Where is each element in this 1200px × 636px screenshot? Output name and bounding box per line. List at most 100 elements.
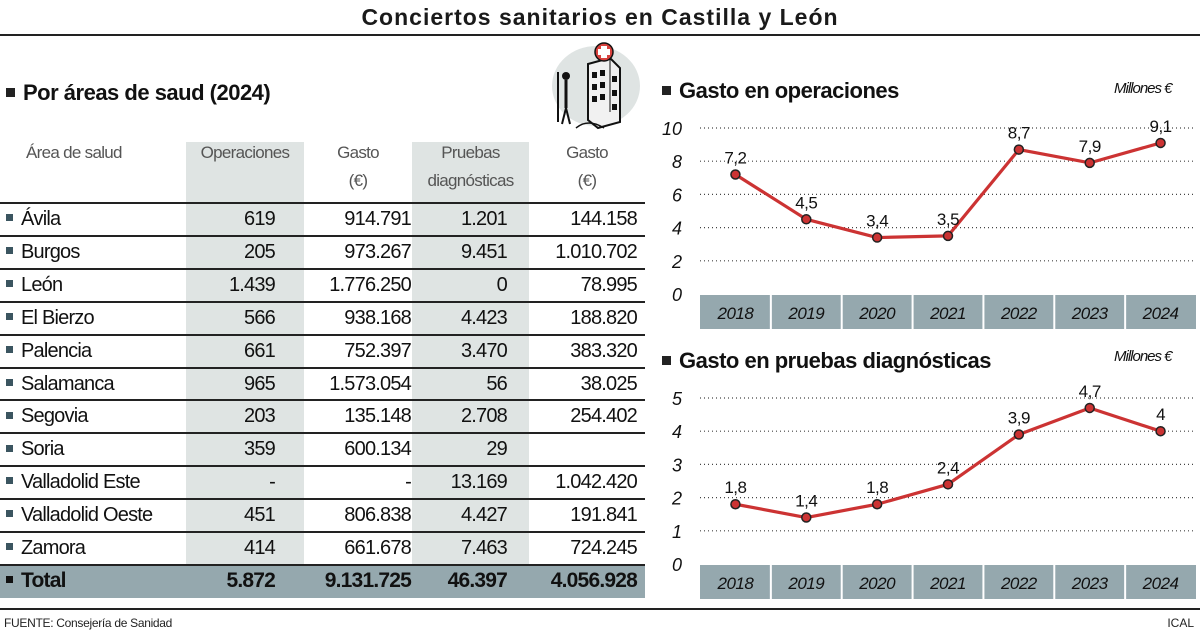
row-area-label: Burgos — [21, 240, 80, 263]
row-pruebas: 29 — [486, 438, 507, 461]
column-shade-pruebas — [412, 142, 529, 566]
header-gasto-op-line2: (€) — [348, 171, 368, 190]
row-separator — [0, 267, 645, 270]
row-operaciones: 661 — [244, 339, 276, 362]
row-pruebas: 1.201 — [460, 208, 508, 230]
row-separator — [0, 300, 645, 303]
title-rule — [0, 34, 1200, 36]
row-area-name: León — [6, 273, 63, 297]
x-tick-label: 2024 — [1142, 574, 1179, 593]
row-operaciones: 414 — [244, 537, 276, 559]
x-tick-label: 2018 — [717, 304, 755, 323]
bullet-square-icon — [6, 411, 13, 419]
table-title-text: Por áreas de saud (2024) — [23, 80, 271, 105]
data-label: 4 — [1156, 405, 1165, 424]
data-point — [1155, 137, 1166, 149]
column-shade-operaciones — [186, 142, 304, 566]
x-tick-label: 2020 — [858, 304, 896, 323]
data-label: 7,9 — [1079, 137, 1101, 156]
row-separator — [0, 333, 645, 336]
row-separator — [0, 399, 645, 402]
x-axis-band — [700, 295, 1196, 329]
row-area-name: Valladolid Este — [6, 471, 141, 494]
data-label: 7,2 — [724, 148, 746, 167]
row-gasto-op: 973.267 — [344, 240, 411, 263]
row-area-label: Palencia — [21, 339, 92, 362]
x-axis-band — [700, 565, 1196, 599]
chart-gasto-pruebas: 0 1 2 3 4 5 2018 2019 2020 2021 2022 2023 2024 1,8 1,4… — [671, 382, 1196, 599]
table-row: Valladolid Oeste 451 806.838 4.427 191.841 — [0, 500, 645, 532]
y-tick-label: 6 — [672, 185, 683, 205]
chart1-unit: Millones € — [1114, 80, 1173, 97]
data-label: 3,5 — [937, 210, 959, 229]
row-area-name: Valladolid Oeste — [6, 504, 153, 527]
total-pruebas: 46.397 — [447, 569, 508, 592]
data-label: 1,8 — [866, 478, 888, 497]
chart1-title-text: Gasto en operaciones — [679, 78, 899, 103]
table-row: El Bierzo 566 938.168 4.423 188.820 — [0, 303, 645, 335]
row-separator — [0, 366, 645, 369]
data-label: 1,4 — [795, 492, 817, 511]
row-operaciones: 451 — [244, 504, 276, 527]
bullet-square-icon — [6, 87, 15, 97]
row-gasto-op: 914.791 — [344, 208, 411, 230]
row-area-name: Segovia — [6, 405, 88, 428]
row-separator — [0, 563, 645, 566]
row-gasto-pr: 1.042.420 — [555, 471, 638, 494]
x-tick-label: 2019 — [787, 574, 825, 593]
row-area-label: Zamora — [21, 537, 86, 559]
total-gasto-pr: 4.056.928 — [550, 569, 638, 592]
row-operaciones: 205 — [244, 240, 276, 263]
table-row: Segovia 203 135.148 2.708 254.402 — [0, 401, 645, 433]
row-operaciones: 619 — [244, 208, 276, 230]
data-point — [730, 169, 741, 180]
data-point — [1013, 144, 1025, 155]
row-pruebas: 2.708 — [460, 405, 508, 428]
row-separator — [0, 432, 645, 435]
y-tick-label: 0 — [672, 285, 682, 305]
table-row: Salamanca 965 1.573.054 56 38.025 — [0, 369, 645, 401]
table-row: León 1.439 1.776.250 0 78.995 — [0, 270, 645, 302]
row-pruebas: 0 — [496, 273, 508, 296]
row-gasto-pr: 724.245 — [570, 537, 637, 559]
row-separator — [0, 531, 645, 533]
row-pruebas: 56 — [486, 372, 507, 395]
row-gasto-pr: 78.995 — [580, 273, 638, 296]
header-gasto-pr-line1: Gasto — [566, 143, 609, 162]
footer-rule — [0, 608, 1200, 610]
y-tick-label: 5 — [672, 389, 683, 409]
header-operaciones: Operaciones — [200, 143, 290, 162]
chart-gasto-operaciones: 0 2 4 6 8 10 2018 2019 2020 2021 2022 2023 2024 7,2 4,… — [662, 117, 1196, 329]
table-row: Zamora 414 661.678 7.463 724.245 — [0, 533, 645, 565]
table-total-row: Total 5.872 9.131.725 46.397 4.056.928 — [0, 566, 645, 598]
bullet-square-icon — [6, 444, 13, 452]
x-tick-label: 2018 — [717, 574, 755, 593]
total-gasto-op: 9.131.725 — [324, 569, 412, 592]
row-area-label: Segovia — [21, 405, 88, 428]
row-operaciones: 203 — [244, 405, 276, 428]
data-point — [801, 512, 812, 523]
x-tick-label: 2019 — [787, 304, 825, 323]
row-area-name: Salamanca — [6, 372, 115, 396]
bullet-square-icon — [6, 378, 13, 386]
row-pruebas: 4.423 — [460, 306, 508, 329]
row-gasto-pr: 383.320 — [570, 339, 637, 362]
row-pruebas: 4.427 — [460, 504, 508, 527]
row-gasto-pr: 38.025 — [580, 372, 638, 395]
row-operaciones: - — [269, 471, 276, 494]
row-operaciones: 1.439 — [228, 273, 276, 296]
data-label: 3,9 — [1008, 409, 1030, 428]
header-gasto-op-line1: Gasto — [337, 143, 380, 162]
row-gasto-op: 938.168 — [344, 306, 411, 329]
y-tick-label: 8 — [672, 152, 682, 172]
data-point — [1155, 425, 1166, 437]
header-gasto-pr-line2: (€) — [577, 171, 597, 190]
bullet-square-icon — [6, 280, 13, 288]
bullet-square-icon — [6, 575, 13, 583]
row-area-label: León — [21, 273, 63, 296]
y-tick-label: 10 — [662, 119, 682, 139]
row-area-label: Salamanca — [21, 372, 115, 395]
row-gasto-op: 752.397 — [344, 339, 411, 362]
row-operaciones: 359 — [244, 438, 276, 461]
bullet-square-icon — [662, 85, 671, 95]
